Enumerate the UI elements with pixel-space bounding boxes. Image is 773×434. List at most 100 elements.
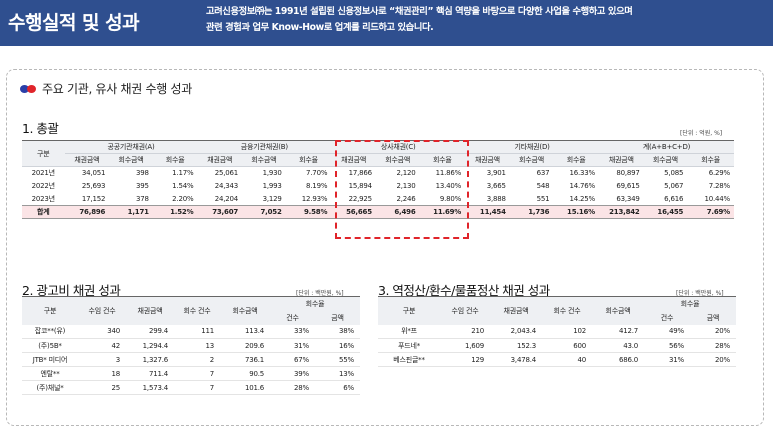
- table-cell: 11,454: [465, 205, 510, 219]
- table-cell: 28%: [270, 380, 315, 395]
- table-cell: 600: [542, 338, 592, 353]
- table-cell: 1,609: [440, 338, 490, 353]
- table-cell: 637: [536, 169, 550, 178]
- reverse-header: 회수율: [644, 296, 737, 311]
- summary-subcol-header: 회수금액: [375, 153, 420, 167]
- summary-subcol-header: 회수금액: [509, 153, 554, 167]
- table-cell: 7.69%: [687, 205, 734, 219]
- table-cell: 13: [174, 338, 220, 353]
- table-cell: 20%: [690, 352, 737, 367]
- table-row: 푸드네* 1,609 152.3 600 43.0 56% 28%: [378, 338, 737, 353]
- table-cell: 56,665: [331, 205, 376, 219]
- table-cell: 3,129: [262, 194, 282, 203]
- table-cell: 1,294.4: [126, 338, 174, 353]
- summary-subcol-header: 회수금액: [643, 153, 688, 167]
- table-cell: 152.3: [490, 338, 542, 353]
- table-cell: 73,607: [197, 205, 243, 219]
- table-cell: 17,866: [348, 169, 372, 178]
- table-cell: 299.4: [126, 324, 174, 339]
- table-cell: 16,455: [643, 205, 688, 219]
- page-title: 수행실적 및 성과: [8, 12, 140, 34]
- table-cell: 14.76%: [569, 182, 596, 190]
- table-cell: 378: [136, 194, 149, 203]
- reverse-subtitle: 3. 역정산/환수/물품정산 채권 성과: [378, 283, 550, 298]
- table-cell: 6,616: [664, 194, 684, 203]
- table-row: 합계 76,896 1,171 1.52% 73,607 7,052 9.58% 56,665…: [22, 205, 734, 219]
- table-cell: 1,930: [262, 169, 282, 178]
- table-cell: 686.0: [592, 352, 644, 367]
- table-row: 위*프 210 2,043.4 102 412.7 49% 20%: [378, 324, 737, 339]
- table-cell: 1,993: [262, 182, 282, 190]
- table-cell: 11.86%: [435, 169, 462, 178]
- table-cell: 9.58%: [285, 205, 332, 219]
- summary-subcol-header: 채권금액: [599, 153, 644, 167]
- table-cell: 5,085: [664, 169, 684, 178]
- summary-group-header: 공공기관채권(A): [64, 140, 198, 154]
- table-cell: 7.70%: [306, 169, 328, 178]
- reverse-header: 회수금액: [592, 296, 644, 325]
- table-cell: 16.33%: [569, 169, 596, 178]
- table-cell: 76,896: [64, 205, 110, 219]
- ad-header: 채권금액: [126, 296, 174, 325]
- table-cell: 9.80%: [439, 194, 462, 203]
- table-cell: 20%: [690, 324, 737, 339]
- summary-group-header: 계(A+B+C+D): [599, 140, 734, 154]
- table-cell: 711.4: [126, 366, 174, 381]
- ad-header: 건수: [270, 310, 315, 325]
- ad-unit: [단위 : 백만원, %]: [296, 290, 344, 297]
- table-cell: 10.44%: [704, 194, 731, 203]
- results-panel: 주요 기관, 유사 채권 수행 성과: [6, 69, 764, 426]
- summary-subcol-header: 회수금액: [109, 153, 153, 167]
- summary-subcol-header: 채권금액: [197, 153, 243, 167]
- table-cell: 3: [78, 352, 126, 367]
- table-cell: 38%: [315, 324, 361, 339]
- row-label: 베스핀글**: [378, 352, 440, 367]
- table-cell: 34,051: [81, 169, 106, 178]
- ad-header: 금액: [315, 310, 361, 325]
- summary-group-header: 금융기관채권(B): [197, 140, 332, 154]
- table-cell: 13.40%: [435, 182, 462, 190]
- summary-subcol-header: 회수율: [687, 153, 734, 167]
- table-cell: 49%: [644, 324, 690, 339]
- table-cell: 7,052: [242, 205, 286, 219]
- table-cell: 113.4: [220, 324, 270, 339]
- table-row: 2021년 34,051 398 1.17% 25,061 1,930 7.70% 17,86…: [22, 167, 734, 180]
- table-cell: 24,343: [214, 182, 239, 190]
- summary-subcol-header: 회수율: [553, 153, 599, 167]
- table-cell: 43.0: [592, 338, 644, 353]
- ad-table: 구분 수임 건수 채권금액 회수 건수 회수금액 회수율 건수 금액 잡코**(…: [22, 296, 361, 395]
- summary-subcol-header: 채권금액: [64, 153, 110, 167]
- reverse-header: 회수 건수: [542, 296, 592, 325]
- summary-subcol-header: 채권금액: [465, 153, 510, 167]
- row-label: 합계: [22, 205, 65, 219]
- table-cell: 1.52%: [152, 205, 198, 219]
- ad-header: 구분: [22, 296, 78, 325]
- table-row: (주)5B* 42 1,294.4 13 209.6 31% 16%: [22, 338, 361, 353]
- table-cell: 1.17%: [172, 169, 194, 178]
- reverse-header: 건수: [644, 310, 690, 325]
- table-cell: 25,693: [81, 182, 106, 190]
- table-cell: 33%: [270, 324, 315, 339]
- table-cell: 42: [78, 338, 126, 353]
- row-label: 2023년: [31, 194, 55, 203]
- row-label: 2022년: [31, 182, 55, 190]
- reverse-header: 수임 건수: [440, 296, 490, 325]
- table-cell: 1,736: [509, 205, 554, 219]
- table-cell: 55%: [315, 352, 361, 367]
- table-cell: 67%: [270, 352, 315, 367]
- summary-unit: [단위 : 억원, %]: [680, 130, 723, 137]
- row-label: (주)채널*: [22, 380, 78, 395]
- table-cell: 2,130: [396, 182, 416, 190]
- row-label: 잡코**(유): [22, 324, 78, 339]
- summary-subtitle: 1. 총괄: [22, 121, 59, 136]
- table-cell: 1,327.6: [126, 352, 174, 367]
- reverse-header: 채권금액: [490, 296, 542, 325]
- header-desc-line2: 관련 경험과 업무 Know-How로 업계를 리드하고 있습니다.: [206, 22, 434, 33]
- table-cell: 1,573.4: [126, 380, 174, 395]
- table-cell: 17,152: [81, 194, 106, 203]
- table-cell: 129: [440, 352, 490, 367]
- table-cell: 7: [174, 366, 220, 381]
- table-cell: 12.93%: [301, 194, 328, 203]
- header-description: 고려신용정보㈜는 1991년 설립된 신용정보사로 “채권관리” 핵심 역량을 …: [206, 4, 771, 36]
- table-cell: 14.25%: [569, 194, 596, 203]
